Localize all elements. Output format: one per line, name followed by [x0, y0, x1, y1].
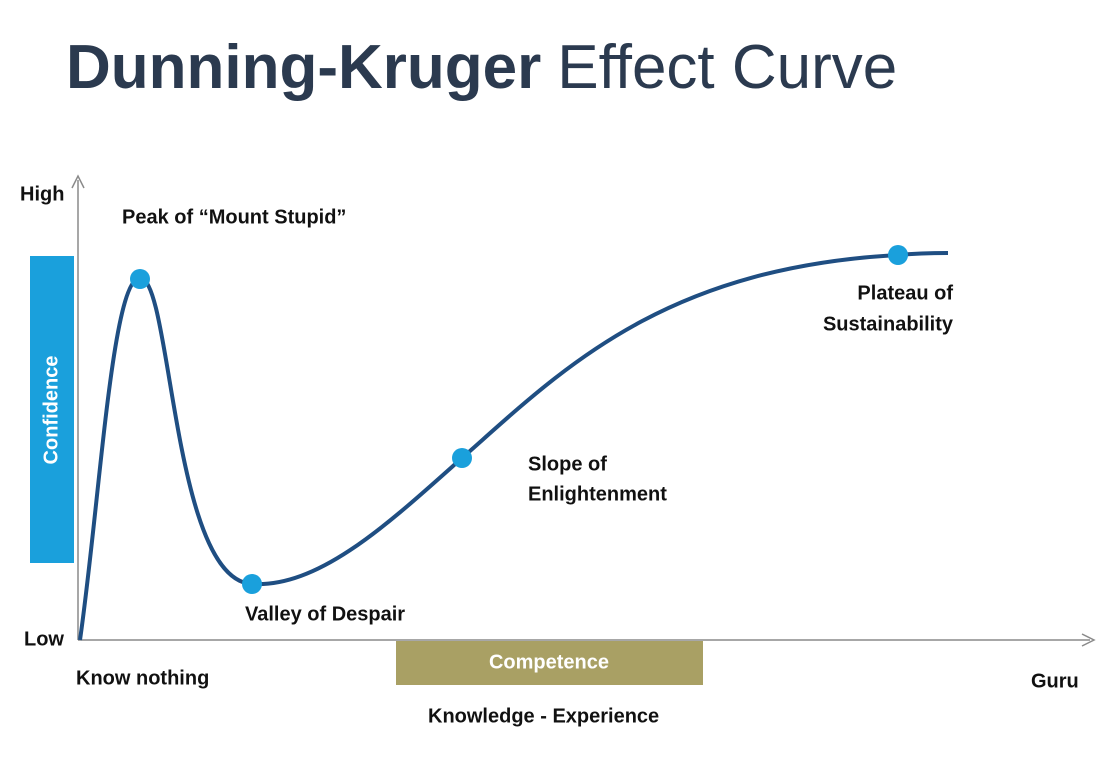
title: Dunning-Kruger Effect Curve: [66, 33, 897, 102]
competence-bar: [396, 641, 703, 685]
stage-label: Slope of: [528, 453, 607, 475]
y-arrow: [71, 174, 85, 189]
stage-label: Plateau of: [857, 282, 953, 304]
y-low: Low: [24, 628, 64, 650]
curve: [78, 251, 949, 641]
stage-point: [242, 574, 262, 594]
stage-point: [888, 245, 908, 265]
stage-label: Sustainability: [823, 313, 954, 335]
title-bold: Dunning-Kruger: [66, 33, 541, 102]
x-label: Competence: [489, 651, 609, 673]
x-start: Know nothing: [76, 667, 209, 689]
x-end: Guru: [1031, 670, 1079, 692]
y-label: Confidence: [40, 356, 62, 465]
stage-label: Enlightenment: [528, 483, 667, 505]
y-high: High: [20, 183, 64, 205]
stage-point: [130, 269, 150, 289]
title-regular: Effect Curve: [557, 33, 897, 102]
stage-label: Valley of Despair: [245, 603, 405, 625]
stage-label: Peak of “Mount Stupid”: [122, 206, 346, 228]
confidence-bar: [30, 256, 74, 563]
x-caption: Knowledge - Experience: [428, 705, 659, 727]
x-arrow: [1081, 633, 1096, 647]
stage-point: [452, 448, 472, 468]
